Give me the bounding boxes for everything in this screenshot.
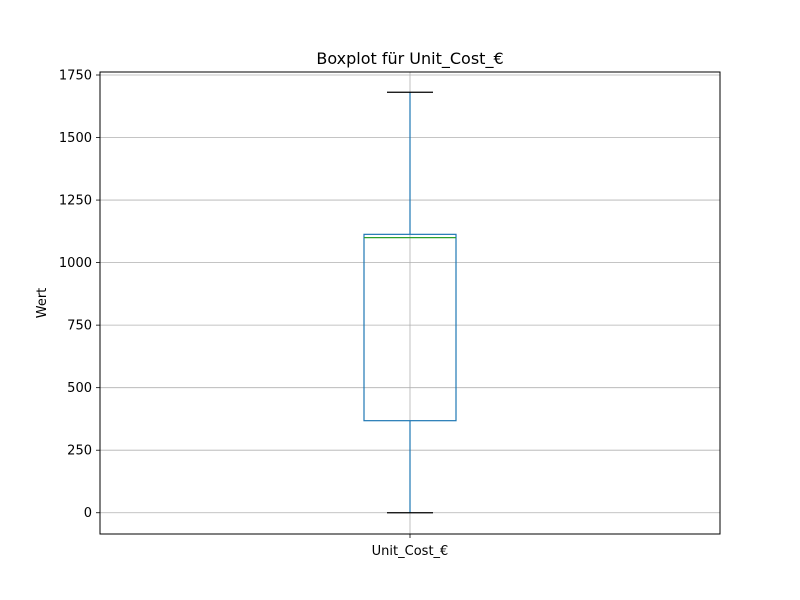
chart-title: Boxplot für Unit_Cost_€ bbox=[316, 49, 503, 69]
y-tick-label: 500 bbox=[67, 381, 92, 396]
y-tick-label: 1750 bbox=[59, 69, 92, 84]
box-layer bbox=[363, 91, 457, 514]
x-axis-ticks: Unit_Cost_€ bbox=[372, 534, 449, 559]
y-tick-label: 1250 bbox=[59, 194, 92, 209]
y-tick-label: 750 bbox=[67, 319, 92, 334]
x-tick-label: Unit_Cost_€ bbox=[372, 544, 449, 559]
y-tick-label: 250 bbox=[67, 444, 92, 459]
iqr-box bbox=[363, 233, 457, 422]
y-tick-label: 1500 bbox=[59, 131, 92, 146]
y-axis-ticks: 0 250 500 750 1000 1250 1500 1750 bbox=[59, 69, 100, 521]
y-tick-label: 1000 bbox=[59, 256, 92, 271]
y-tick-label: 0 bbox=[84, 506, 92, 521]
y-axis-label: Wert bbox=[35, 288, 50, 319]
